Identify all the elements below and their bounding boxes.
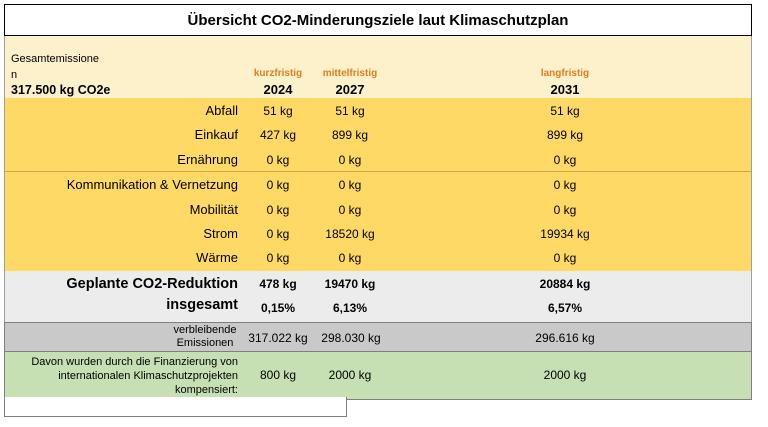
total-emissions-label-line1: Gesamtemissione [11,53,100,65]
total-emissions-label-line2: n [11,69,18,81]
table-row: Kommunikation & Vernetzung 0 kg 0 kg 0 k… [5,171,751,196]
category-label: Strom [203,225,238,241]
planned-reduction-row: Geplante CO2-Reduktion insgesamt 478 kg … [4,271,752,323]
planned-pct-long: 6,57% [547,301,583,316]
category-rows: Abfall 51 kg 51 kg 51 kg Einkauf 427 kg … [4,98,752,272]
category-label: Einkauf [194,127,238,143]
remaining-label: verbleibende Emissionen [155,324,255,350]
value-mid: 0 kg [338,152,362,167]
table-row: Ernährung 0 kg 0 kg 0 kg [5,147,751,171]
value-short: 0 kg [266,178,290,193]
term-short: kurzfristig [253,68,303,79]
planned-kg-short: 478 kg [259,277,297,292]
value-long: 0 kg [553,251,577,266]
compensated-long: 2000 kg [543,368,587,383]
value-short: 0 kg [266,202,290,217]
header-row: Gesamtemissione n 317.500 kg CO2e kurzfr… [4,36,752,98]
value-long: 51 kg [550,104,580,118]
table-row: Einkauf 427 kg 899 kg 899 kg [5,122,751,146]
compensated-row: Davon wurden durch die Finanzierung von … [4,352,752,401]
total-emissions-value: 317.500 kg CO2e [11,83,111,97]
table-title: Übersicht CO2-Minderungsziele laut Klima… [4,4,752,36]
value-short: 427 kg [259,128,297,143]
term-long: langfristig [540,68,590,79]
value-mid: 0 kg [338,202,362,217]
remaining-mid: 298.030 kg [321,331,381,346]
planned-pct-mid: 6,13% [332,301,368,316]
planned-label-line1: Geplante CO2-Reduktion [66,276,238,293]
term-mid: mittelfristig [322,68,378,79]
value-mid: 899 kg [331,128,369,143]
planned-kg-mid: 19470 kg [324,277,376,292]
planned-reduction-label: Geplante CO2-Reduktion insgesamt [66,274,238,316]
value-long: 0 kg [553,152,577,167]
value-long: 19934 kg [540,226,590,241]
compensated-mid: 2000 kg [328,368,372,383]
value-short: 51 kg [263,104,293,118]
category-label: Mobilität [189,201,238,217]
category-label: Wärme [196,250,238,266]
total-emissions-label: Gesamtemissione n [11,51,99,83]
co2-table: Übersicht CO2-Minderungsziele laut Klima… [4,4,752,401]
table-row: Wärme 0 kg 0 kg 0 kg [5,245,751,271]
table-row: Strom 0 kg 18520 kg 19934 kg [5,221,751,245]
remaining-emissions-row: verbleibende Emissionen 317.022 kg 298.0… [4,322,752,353]
planned-pct-short: 0,15% [260,301,296,316]
value-short: 0 kg [266,251,290,266]
table-row: Abfall 51 kg 51 kg 51 kg [5,98,751,122]
category-label: Kommunikation & Vernetzung [66,177,238,193]
table-row: Mobilität 0 kg 0 kg 0 kg [5,197,751,221]
planned-label-line2: insgesamt [166,297,238,314]
planned-kg-long: 20884 kg [539,277,591,292]
remaining-label-line2: Emissionen [176,337,234,350]
year-mid: 2027 [335,82,365,97]
value-long: 899 kg [546,128,584,143]
value-long: 0 kg [553,202,577,217]
value-long: 0 kg [553,178,577,193]
category-label: Ernährung [177,151,238,167]
empty-cell [4,397,347,417]
compensated-short: 800 kg [259,368,297,383]
year-long: 2031 [550,82,580,97]
year-short: 2024 [263,82,293,97]
compensated-label: Davon wurden durch die Finanzierung von … [31,356,238,397]
value-short: 0 kg [266,226,290,241]
value-mid: 18520 kg [325,226,375,241]
category-label: Abfall [205,103,238,118]
value-mid: 0 kg [338,178,362,193]
value-mid: 0 kg [338,251,362,266]
value-short: 0 kg [266,152,290,167]
remaining-label-line1: verbleibende [173,324,237,337]
remaining-long: 296.616 kg [535,331,595,346]
remaining-short: 317.022 kg [248,331,308,346]
value-mid: 51 kg [335,104,365,118]
